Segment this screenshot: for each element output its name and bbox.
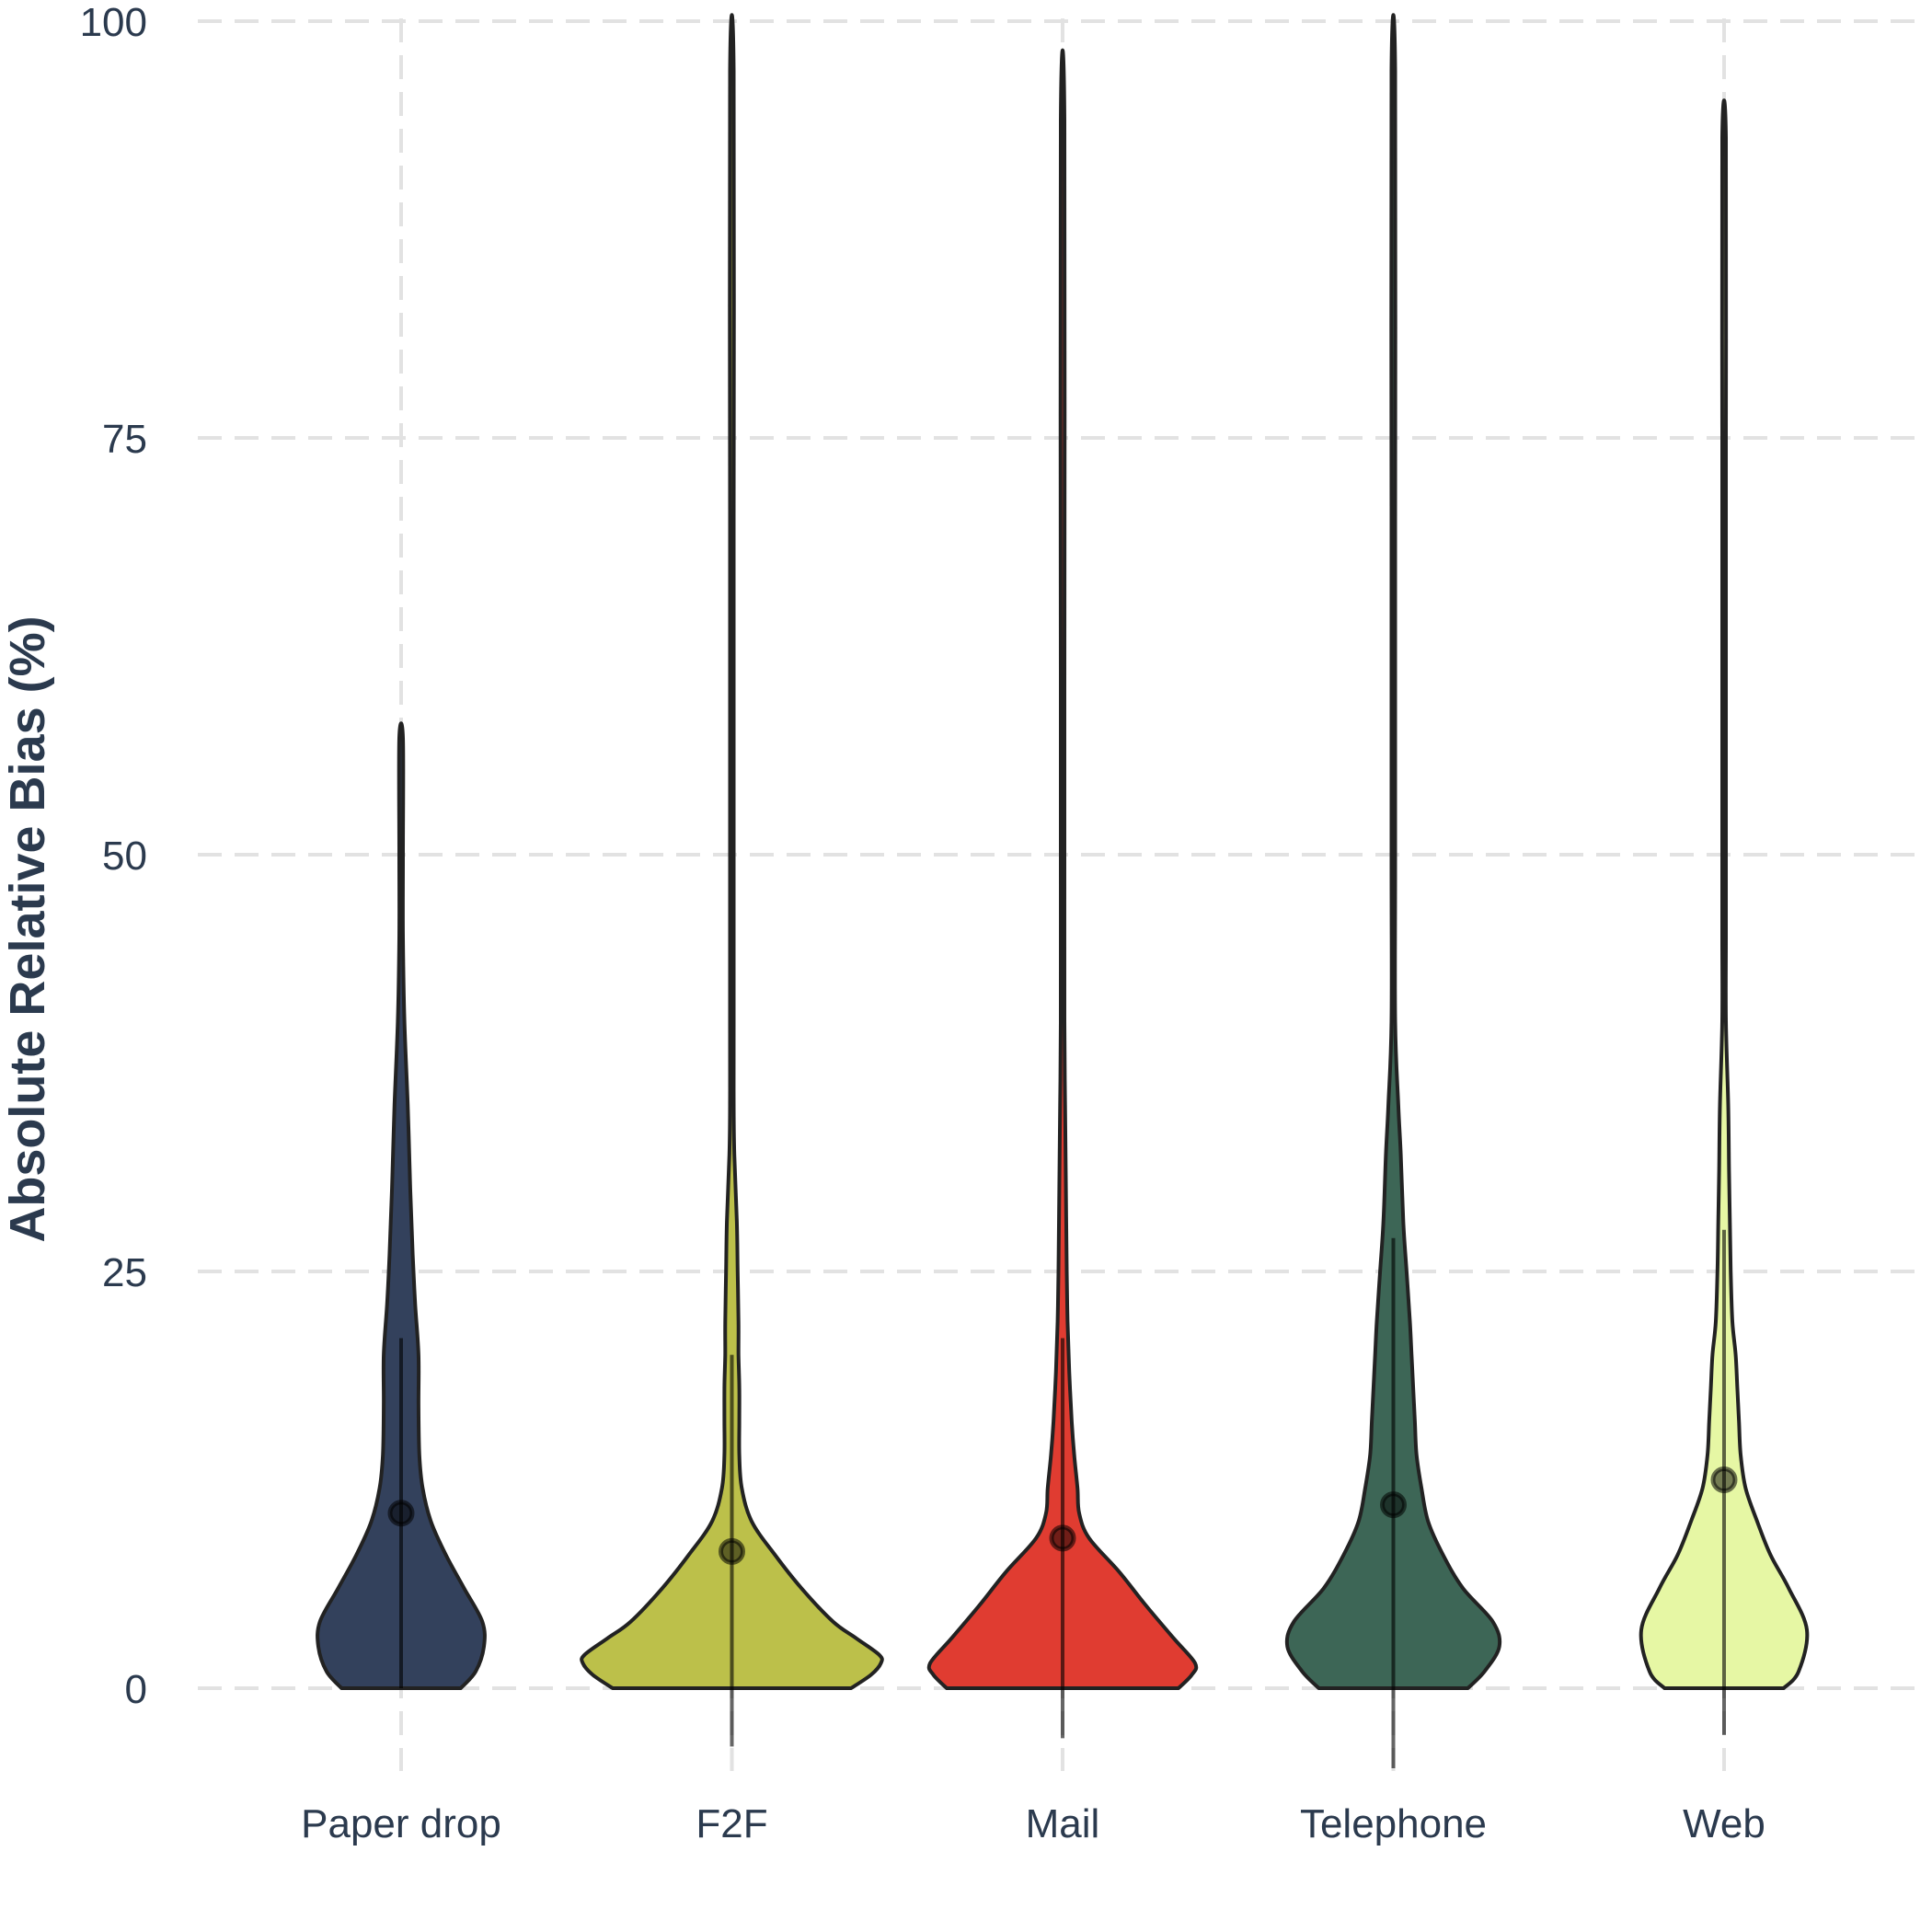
mean-point xyxy=(1710,1466,1738,1493)
violin-layer xyxy=(316,13,1810,1768)
y-axis-title: Absolute Relative Bias (%) xyxy=(0,615,55,1242)
mean-point xyxy=(719,1537,745,1565)
mean-point xyxy=(387,1500,415,1527)
x-tick-label: Telephone xyxy=(1300,1801,1487,1846)
x-tick-labels: Paper drop F2F Mail Telephone Web xyxy=(301,1801,1765,1846)
mean-point xyxy=(1380,1491,1407,1519)
y-tick-label: 75 xyxy=(102,417,147,462)
x-tick-label: Paper drop xyxy=(301,1801,501,1846)
violin-body xyxy=(1284,13,1502,1690)
violin-paper-drop xyxy=(316,721,487,1690)
violin-telephone xyxy=(1284,13,1502,1768)
x-tick-label: Mail xyxy=(1026,1801,1100,1846)
y-tick-label: 50 xyxy=(102,834,147,879)
violin-body xyxy=(580,13,884,1690)
y-tick-label: 25 xyxy=(102,1250,147,1295)
y-tick-labels: 0 25 50 75 100 xyxy=(80,0,147,1712)
violin-body xyxy=(316,721,487,1690)
x-tick-label: F2F xyxy=(696,1801,767,1846)
violin-f2f xyxy=(580,13,884,1747)
violin-web xyxy=(1639,98,1810,1735)
violin-body xyxy=(926,49,1199,1690)
mean-point xyxy=(1049,1524,1076,1552)
y-tick-label: 0 xyxy=(125,1667,147,1712)
x-tick-label: Web xyxy=(1683,1801,1765,1846)
y-tick-label: 100 xyxy=(80,0,147,45)
violin-mail xyxy=(926,49,1199,1739)
violin-body xyxy=(1639,98,1810,1690)
